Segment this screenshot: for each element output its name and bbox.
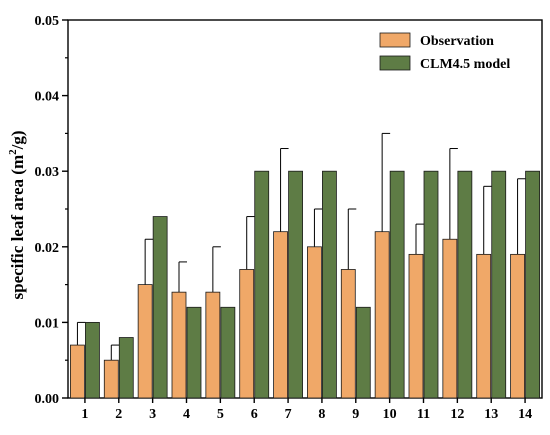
model-bar [322, 170, 337, 399]
model-bar [288, 170, 303, 399]
observation-bar [442, 238, 458, 399]
x-tick-label: 3 [149, 407, 156, 422]
x-tick-label: 14 [518, 407, 532, 422]
x-tick-label: 6 [251, 407, 258, 422]
x-tick-label: 9 [352, 407, 359, 422]
observation-bar [103, 359, 119, 399]
x-tick-label: 8 [318, 407, 325, 422]
plot-area: 0.000.010.020.030.040.051 2 3 4 5 6 7 8 9 10 11 12 1… [35, 14, 543, 422]
observation-bar [137, 284, 153, 399]
observation-bar [476, 253, 492, 399]
observation-bar [374, 231, 390, 399]
y-axis-label: specific leaf area (m2/g) [7, 131, 27, 300]
observation-bar [408, 253, 424, 399]
y-tick-label: 0.03 [35, 165, 60, 180]
model-bar [389, 170, 405, 399]
model-bar [85, 321, 100, 399]
model-bar [220, 306, 236, 399]
y-tick-label: 0.05 [35, 14, 60, 29]
model-bar [186, 306, 202, 399]
model-bar [254, 170, 270, 399]
x-tick-label: 10 [383, 407, 397, 422]
observation-bar [307, 246, 322, 399]
model-bar [457, 170, 473, 399]
y-tick-label: 0.04 [35, 90, 60, 105]
x-tick-label: 7 [285, 407, 292, 422]
model-bar [355, 306, 371, 399]
model-bar [423, 170, 439, 399]
observation-bar [205, 291, 221, 399]
observation-bar [510, 253, 525, 399]
observation-bar [171, 291, 187, 399]
model-bar [491, 170, 507, 399]
y-tick-label: 0.00 [35, 392, 60, 407]
legend-swatch [379, 55, 411, 71]
y-tick-label: 0.01 [35, 316, 60, 331]
model-bar [152, 216, 168, 399]
x-tick-label: 2 [115, 407, 122, 422]
x-tick-label: 4 [183, 407, 190, 422]
observation-bar [239, 269, 255, 399]
x-tick-label: 1 [81, 407, 88, 422]
y-tick-label: 0.02 [35, 241, 60, 256]
legend-label: Observation [420, 34, 494, 49]
model-bar [118, 337, 134, 399]
observation-bar [70, 344, 85, 399]
model-bar [525, 170, 540, 399]
legend-swatch [379, 32, 411, 48]
x-tick-label: 13 [484, 407, 498, 422]
x-tick-label: 5 [217, 407, 224, 422]
x-tick-label: 12 [450, 407, 464, 422]
legend-label: CLM4.5 model [420, 57, 510, 72]
observation-bar [273, 231, 288, 399]
observation-bar [340, 269, 356, 399]
x-tick-label: 11 [417, 407, 430, 422]
